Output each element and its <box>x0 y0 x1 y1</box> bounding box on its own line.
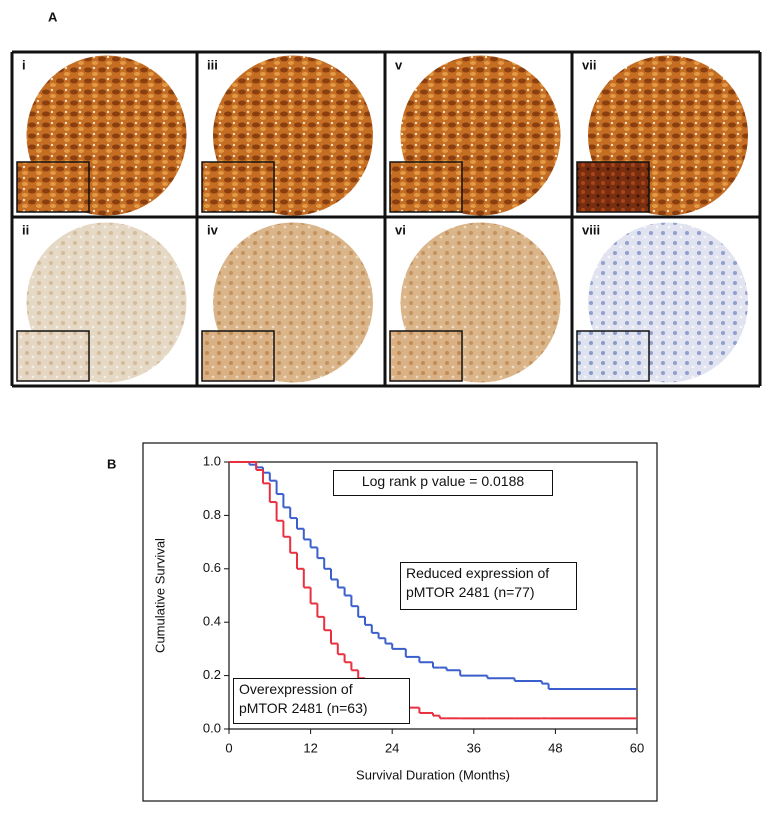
x-tick-label: 36 <box>467 740 481 755</box>
y-tick-label: 0.0 <box>203 720 221 735</box>
image-label: iv <box>207 222 219 237</box>
inset <box>16 330 90 382</box>
x-tick-label: 24 <box>385 740 399 755</box>
x-tick-label: 48 <box>548 740 562 755</box>
image-label: ii <box>22 222 29 237</box>
inset <box>389 330 463 382</box>
image-label: vi <box>395 222 406 237</box>
plot-area <box>228 461 638 730</box>
inset <box>201 330 275 382</box>
legend-entry: Reduced expression of pMTOR 2481 (n=77) <box>400 562 577 610</box>
image-label: iii <box>207 57 218 72</box>
chart-frame <box>142 442 658 802</box>
inset <box>576 330 650 382</box>
panel-label: B <box>107 456 116 471</box>
image-label: vii <box>582 57 596 72</box>
x-tick-label: 60 <box>630 740 644 755</box>
x-tick-label: 12 <box>303 740 317 755</box>
inset <box>201 161 275 213</box>
image-label: viii <box>582 222 600 237</box>
image-label: v <box>395 57 403 72</box>
image-label: i <box>22 57 26 72</box>
y-axis-label: Cumulative Survival <box>152 538 167 653</box>
y-tick-label: 0.8 <box>203 507 221 522</box>
y-tick-label: 1.0 <box>203 453 221 468</box>
x-tick-label: 0 <box>225 740 232 755</box>
y-tick-label: 0.6 <box>203 560 221 575</box>
chart: 0.0 0.2 0.4 0.6 0.8 1.0 0 12 24 36 48 60 Survival Du… <box>152 453 644 782</box>
legend-entry: Overexpression of pMTOR 2481 (n=63) <box>233 678 410 724</box>
inset <box>389 161 463 213</box>
annotation: Log rank p value = 0.0188 <box>333 470 553 496</box>
y-tick-label: 0.4 <box>203 614 221 629</box>
inset <box>16 161 90 213</box>
panel-label: A <box>48 9 58 24</box>
y-tick-label: 0.2 <box>203 667 221 682</box>
inset <box>576 161 650 213</box>
x-axis-label: Survival Duration (Months) <box>356 767 510 782</box>
